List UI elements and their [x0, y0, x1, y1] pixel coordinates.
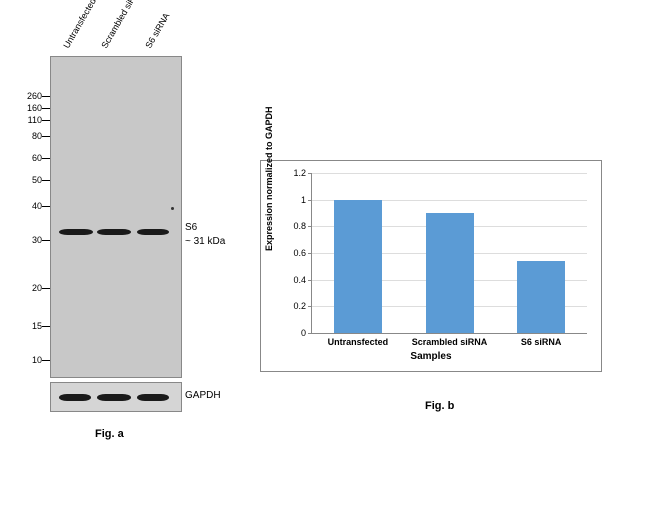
mw-tick-15 — [42, 326, 50, 327]
mw-tick-30 — [42, 240, 50, 241]
blot-main-membrane — [50, 56, 182, 378]
mw-label-110: 110 — [18, 115, 42, 125]
mw-tick-260 — [42, 96, 50, 97]
band-gapdh-lane1 — [59, 394, 91, 401]
annotation-s6: S6 — [185, 222, 197, 233]
bar-s6-sirna — [517, 261, 565, 333]
ytick-label: 0 — [286, 328, 306, 338]
blot-gapdh-membrane — [50, 382, 182, 412]
chart-ylabel: Expression normalized to GAPDH — [264, 106, 274, 251]
mw-tick-160 — [42, 108, 50, 109]
mw-label-30: 30 — [18, 235, 42, 245]
mw-label-160: 160 — [18, 103, 42, 113]
ytick-label: 0.8 — [286, 221, 306, 231]
mw-label-60: 60 — [18, 153, 42, 163]
gridline — [312, 173, 587, 174]
ytick-label: 1.2 — [286, 168, 306, 178]
ytick-label: 0.2 — [286, 301, 306, 311]
ytick-label: 0.6 — [286, 248, 306, 258]
mw-label-40: 40 — [18, 201, 42, 211]
mw-tick-80 — [42, 136, 50, 137]
mw-label-15: 15 — [18, 321, 42, 331]
ytick-label: 0.4 — [286, 275, 306, 285]
chart-frame: Expression normalized to GAPDH 00.20.40.… — [260, 160, 602, 372]
speck-artifact — [171, 207, 174, 210]
band-gapdh-lane3 — [137, 394, 169, 401]
lane-labels-group: Untransfected Scrambled siRNA S6 siRNA — [60, 10, 200, 50]
xtick-label: Untransfected — [328, 337, 389, 347]
chart-xlabel: Samples — [261, 351, 601, 362]
mw-tick-20 — [42, 288, 50, 289]
ytick — [308, 226, 312, 227]
mw-tick-110 — [42, 120, 50, 121]
xtick-label: S6 siRNA — [521, 337, 562, 347]
ytick-label: 1 — [286, 195, 306, 205]
ytick — [308, 173, 312, 174]
bar-scrambled-sirna — [426, 213, 474, 333]
mw-tick-40 — [42, 206, 50, 207]
annotation-kda: ~ 31 kDa — [185, 236, 225, 247]
mw-label-50: 50 — [18, 175, 42, 185]
ytick — [308, 200, 312, 201]
panel-a-western-blot: Untransfected Scrambled siRNA S6 siRNA 2… — [10, 10, 230, 450]
annotation-gapdh: GAPDH — [185, 390, 221, 401]
band-gapdh-lane2 — [97, 394, 131, 401]
ytick — [308, 306, 312, 307]
band-s6-lane1 — [59, 229, 93, 235]
band-s6-lane3 — [137, 229, 169, 235]
caption-fig-b: Fig. b — [425, 400, 454, 412]
mw-label-260: 260 — [18, 91, 42, 101]
band-s6-lane2 — [97, 229, 131, 235]
ytick — [308, 333, 312, 334]
panel-b-bar-chart: Expression normalized to GAPDH 00.20.40.… — [260, 160, 600, 372]
xtick-label: Scrambled siRNA — [412, 337, 488, 347]
ytick — [308, 253, 312, 254]
ytick — [308, 280, 312, 281]
lane-label-untransfected: Untransfected — [61, 0, 98, 50]
mw-tick-10 — [42, 360, 50, 361]
mw-label-10: 10 — [18, 355, 42, 365]
bar-untransfected — [334, 200, 382, 333]
mw-label-20: 20 — [18, 283, 42, 293]
chart-plot-area: 00.20.40.60.811.2UntransfectedScrambled … — [311, 173, 587, 334]
mw-tick-60 — [42, 158, 50, 159]
mw-label-80: 80 — [18, 131, 42, 141]
lane-label-scrambled: Scrambled siRNA — [99, 0, 143, 50]
caption-fig-a: Fig. a — [95, 428, 124, 440]
lane-label-s6sirna: S6 siRNA — [143, 11, 171, 50]
mw-tick-50 — [42, 180, 50, 181]
